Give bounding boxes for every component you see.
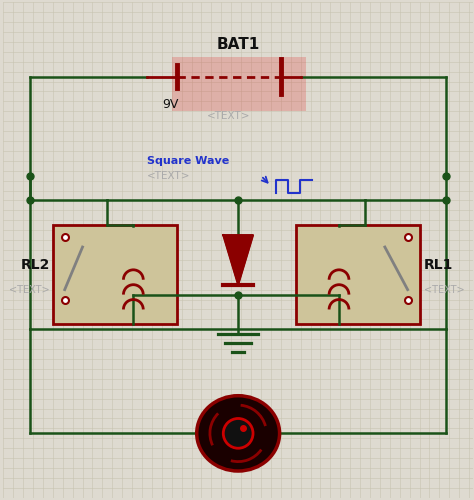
Bar xyxy=(172,56,306,111)
Ellipse shape xyxy=(197,396,280,471)
Text: <TEXT>: <TEXT> xyxy=(207,111,250,121)
Text: 9V: 9V xyxy=(162,98,178,112)
Circle shape xyxy=(223,418,253,448)
Text: <TEXT>: <TEXT> xyxy=(9,284,50,294)
Text: <TEXT>: <TEXT> xyxy=(147,170,191,180)
Text: <TEXT>: <TEXT> xyxy=(423,284,464,294)
Text: BAT1: BAT1 xyxy=(217,37,260,52)
Text: RL2: RL2 xyxy=(20,258,50,272)
Text: Square Wave: Square Wave xyxy=(147,156,229,166)
Polygon shape xyxy=(223,235,253,284)
Bar xyxy=(53,225,177,324)
Text: RL1: RL1 xyxy=(423,258,453,272)
Bar xyxy=(296,225,419,324)
